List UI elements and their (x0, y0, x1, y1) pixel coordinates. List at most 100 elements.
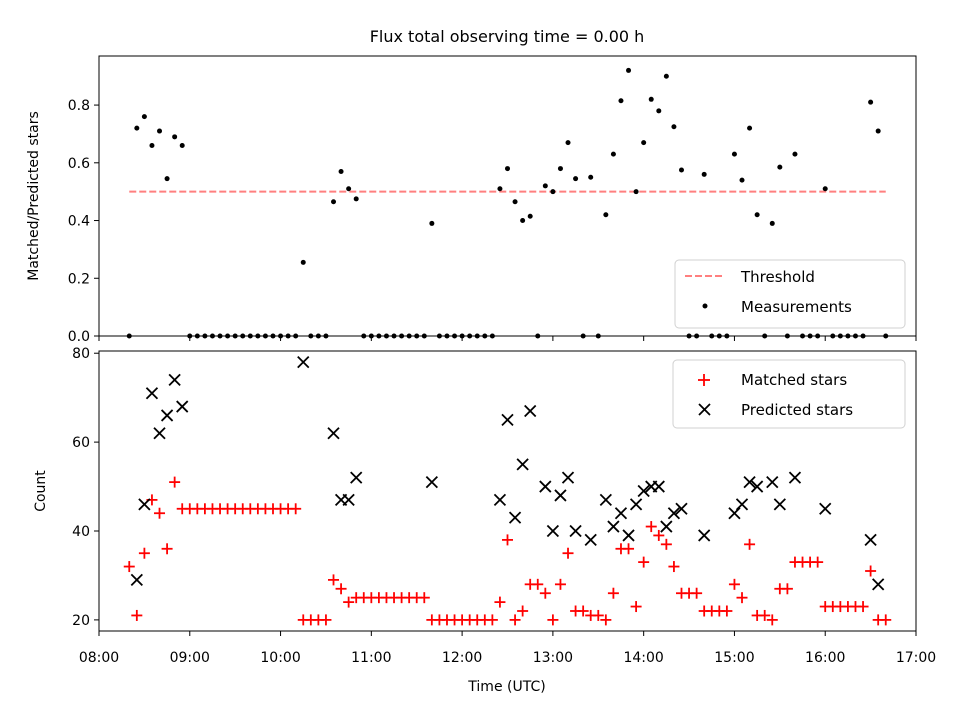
measurements-legend-label: Measurements (741, 298, 852, 316)
measurement-point (868, 99, 874, 105)
measurement-point (648, 96, 654, 102)
measurement-point (769, 220, 775, 226)
bottom-x-tick-label: 13:00 (533, 650, 573, 666)
predicted-point (675, 502, 688, 515)
matched-point (744, 538, 756, 550)
predicted-point (728, 507, 741, 520)
top-y-tick-label: 0.8 (68, 98, 90, 114)
matched-point (328, 574, 340, 586)
matched-point (880, 614, 892, 626)
measurement-point (527, 213, 533, 219)
predicted-point (297, 355, 310, 369)
measurement-point (663, 73, 669, 79)
measurement-point (747, 125, 753, 131)
measurement-point (701, 171, 707, 177)
predicted-point (160, 409, 174, 422)
bottom-legend-box (672, 359, 906, 429)
predicted-point (599, 493, 612, 507)
bottom-legend: Matched stars Predicted stars (672, 359, 906, 429)
predicted-point (342, 493, 355, 507)
matched-legend-label: Matched stars (741, 371, 847, 389)
measurement-point (164, 176, 170, 182)
matched-point (290, 503, 302, 515)
predicted-point (546, 524, 560, 538)
matched-point (645, 521, 657, 533)
measurement-point (618, 98, 624, 104)
predicted-point (327, 427, 340, 440)
predicted-point (872, 578, 885, 591)
measurement-point (512, 199, 518, 205)
matched-point (592, 609, 604, 621)
top-x-axis-ticks (98, 336, 917, 341)
predicted-point (773, 498, 786, 511)
matched-point (532, 578, 544, 590)
measurement-point (520, 218, 526, 224)
matched-point (623, 543, 635, 555)
matched-point (781, 583, 793, 595)
matched-point (865, 565, 877, 577)
matched-point (638, 556, 650, 568)
bottom-x-tick-label: 12:00 (442, 650, 482, 666)
predicted-point (788, 471, 802, 484)
matched-point (161, 543, 173, 555)
bottom-y-axis-label: Count (33, 470, 49, 512)
matched-point (721, 605, 733, 617)
predicted-point (130, 573, 143, 587)
bottom-x-axis-ticks: 08:00 09:00 10:00 11:00 12:00 13:00 14:00 15:00… (79, 631, 936, 666)
top-y-tick-label: 0.2 (68, 271, 90, 287)
top-legend: Threshold Measurements (674, 259, 906, 329)
measurement-point (822, 186, 828, 192)
measurement-point (739, 177, 745, 183)
measurement-point (588, 174, 594, 180)
measurement-point (542, 183, 548, 189)
threshold-legend-label: Threshold (740, 268, 815, 286)
measurement-point (641, 140, 647, 146)
matched-point (736, 592, 748, 604)
predicted-point (637, 484, 650, 498)
counts-layer (123, 355, 892, 626)
bottom-x-tick-label: 10:00 (260, 650, 300, 666)
predicted-point (766, 475, 779, 489)
predicted-point (667, 507, 681, 520)
matched-point (320, 614, 332, 626)
measurement-point (754, 212, 760, 218)
matched-point (607, 587, 619, 599)
top-panel: 0.00.20.40.60.8 Matched/Predicted stars … (26, 55, 917, 345)
matched-point (660, 538, 672, 550)
top-y-tick-label: 0.4 (68, 214, 90, 230)
measurement-point (149, 142, 155, 148)
bottom-x-tick-label: 11:00 (351, 650, 391, 666)
bottom-x-tick-label: 17:00 (896, 650, 936, 666)
measurement-point (603, 212, 609, 218)
matched-point (539, 587, 551, 599)
matched-point (812, 556, 824, 568)
predicted-point (622, 529, 635, 542)
matched-point (131, 609, 143, 621)
matched-point (857, 601, 869, 613)
matched-point (630, 601, 642, 613)
matched-legend-swatch (698, 374, 710, 386)
top-y-axis-label: Matched/Predicted stars (26, 111, 42, 281)
predicted-point (508, 511, 522, 524)
measurement-point (875, 128, 881, 134)
measurement-point (429, 220, 435, 226)
bottom-y-axis-ticks: 20 40 60 80 (72, 346, 99, 629)
predicted-point (350, 471, 363, 484)
predicted-point (569, 524, 582, 538)
measurement-point (656, 108, 662, 114)
predicted-point (660, 520, 673, 533)
predicted-point (735, 498, 749, 511)
matched-point (123, 561, 135, 573)
matched-point (547, 614, 559, 626)
bottom-x-tick-label: 14:00 (623, 650, 663, 666)
bottom-panel: 20 40 60 80 08:00 09:00 10:00 11:00 12:00 13:00 1… (33, 346, 936, 695)
measurement-point (353, 196, 359, 202)
measurement-point (497, 186, 503, 192)
measurement-point (505, 166, 510, 172)
matched-point (343, 596, 355, 608)
predicted-point (153, 427, 166, 440)
measurement-point (557, 166, 563, 172)
bottom-axes-frame (98, 350, 917, 632)
matched-point (759, 609, 771, 621)
measurement-point (671, 124, 677, 130)
